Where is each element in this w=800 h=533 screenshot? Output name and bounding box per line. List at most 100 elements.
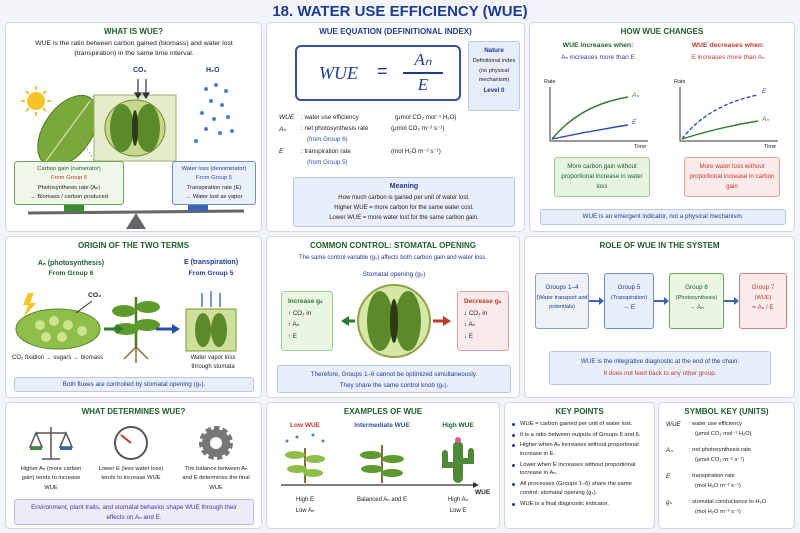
equation-den: E	[417, 75, 429, 94]
chain-arrows-part	[664, 297, 669, 305]
node-sub: (Water transport and potentials)	[536, 294, 588, 310]
meaning-heading: Meaning	[389, 183, 419, 190]
water-box: Water loss (denominator) From Group 5 Tran…	[172, 161, 256, 205]
origin-panel: ORIGIN OF THE TWO TERMS Aₙ (photosynthesi…	[5, 236, 262, 398]
mid-plant-part	[360, 451, 382, 459]
balance-part	[188, 204, 208, 211]
gauge-icon	[114, 426, 148, 460]
node-sub: (Transpiration)	[610, 294, 648, 301]
leaf-tissue-part-part	[41, 332, 51, 342]
water-vapor-part	[204, 127, 208, 131]
water-vapor-part	[204, 87, 208, 91]
left-title: Aₙ (photosynthesis)	[37, 260, 105, 267]
sun-part	[27, 92, 45, 110]
key-symbol: Aₙ	[666, 447, 673, 454]
right-caption: Water vapor loss through stomata	[190, 355, 236, 370]
decrease-item: ↓ E	[464, 332, 473, 340]
cactus-part	[455, 437, 461, 443]
footer: WUE is an emergent indicator, not a phys…	[582, 213, 744, 220]
leaf-tissue-part	[15, 308, 101, 350]
def-source: (from Group 6)	[307, 136, 348, 143]
stoma-part	[390, 299, 398, 343]
heading: SYMBOL KEY (UNITS)	[684, 407, 769, 416]
low-plant-part	[285, 433, 325, 443]
example-label: Intermediate WUE	[354, 422, 410, 429]
control-panel: COMMON CONTROL: STOMATAL OPENING The same…	[266, 236, 520, 398]
bullet	[512, 463, 515, 467]
example-desc-line: Low E	[449, 508, 467, 515]
key-point-text: All processes (Groups 1–6) share the sam…	[520, 481, 632, 496]
decrease-item: ↓ CO₂ in	[464, 309, 488, 317]
curve-label: E	[632, 119, 637, 126]
low-plant-part	[287, 465, 307, 473]
node-sub: (WUE)	[754, 294, 772, 301]
key-desc: : water use efficiency	[689, 421, 743, 427]
fraction-bar	[403, 72, 443, 74]
gear-icon	[199, 426, 233, 460]
column-sub: E increases more than Aₙ	[691, 54, 765, 61]
meaning-line: Lower WUE = more water lost for the same…	[329, 214, 479, 221]
flow-arrows-part	[172, 324, 180, 334]
example-desc-line: High E	[295, 497, 314, 503]
determinant: Higher Aₙ (more carbon gain) tends to in…	[20, 466, 82, 491]
heading: EXAMPLES OF WUE	[343, 407, 423, 416]
transpiration-stoma-part	[201, 291, 221, 307]
curves	[551, 94, 759, 140]
leaf-tissue-part	[23, 293, 36, 317]
def-unit: (μmol CO₂ mol⁻¹ H₂O)	[395, 114, 457, 121]
low-plant-part	[305, 455, 325, 463]
key-point: WUE = carbon gained per unit of water lo…	[511, 420, 648, 429]
water-line: From Group 5	[195, 175, 233, 182]
graph-y-label: Rate	[674, 79, 686, 85]
node-out: = Aₙ / E	[752, 303, 774, 311]
water-line: → Water lost as vapor	[185, 193, 243, 200]
heading: HOW WUE CHANGES	[620, 27, 704, 36]
low-plant-part-part	[321, 439, 325, 443]
curves-part	[551, 124, 629, 140]
right-title: E (transpiration)	[183, 259, 239, 266]
carbon-line: Carbon gain (numerator)	[37, 166, 101, 172]
plant-part	[113, 323, 139, 335]
determines-icons	[28, 426, 233, 460]
plant-part	[123, 346, 149, 363]
transpiration-stoma	[185, 291, 237, 352]
curves-part	[551, 96, 629, 140]
def-unit: (μmol CO₂ m⁻² s⁻¹)	[391, 125, 445, 132]
carbon-line: From Group 6	[50, 175, 88, 182]
cactus-part	[460, 448, 474, 464]
water-vapor-part	[224, 89, 228, 93]
co2-arrow-part	[75, 300, 93, 314]
cactus-part	[442, 450, 456, 468]
note: More water loss without proportional inc…	[689, 163, 775, 191]
right-group: From Group 5	[188, 270, 234, 277]
curve-label: E	[762, 88, 767, 95]
carbon-line: → Biomass / carbon produced	[30, 193, 108, 200]
role-arrows	[589, 297, 739, 305]
role-node: Group 7 (WUE) = Aₙ / E	[739, 273, 787, 329]
meaning-line: Higher WUE = more carbon for the same wa…	[334, 204, 474, 211]
plant-part	[136, 301, 160, 313]
co2-label: CO₂	[133, 67, 147, 74]
control-arrows-part	[341, 316, 349, 326]
meaning-line: How much carbon is gained per unit of wa…	[338, 194, 470, 201]
wue-axis-part	[473, 482, 479, 488]
what-is-panel: WHAT IS WUE? WUE is the ratio between car…	[5, 22, 262, 232]
bullet	[512, 483, 515, 487]
axis-label: WUE	[475, 489, 491, 496]
def-source: (from Group 5)	[307, 159, 348, 166]
sun-part-part	[42, 107, 47, 112]
role-node: Group 5 (Transpiration) → E	[604, 273, 654, 329]
example-desc-line: Balanced Aₙ and E	[356, 497, 408, 503]
curves-part	[681, 120, 759, 140]
equation-num: Aₙ	[414, 50, 432, 69]
page-title: 18. WATER USE EFFICIENCY (WUE)	[272, 3, 528, 20]
key-unit: (mol H₂O m⁻² s⁻¹)	[695, 483, 741, 489]
heading: WHAT IS WUE?	[104, 27, 163, 36]
flow-arrows-part	[116, 324, 124, 334]
heading: ROLE OF WUE IN THE SYSTEM	[599, 241, 720, 250]
balance	[27, 204, 245, 229]
curve-label: Aₙ	[762, 116, 769, 123]
balance-part	[27, 209, 245, 215]
leaf-tissue	[15, 293, 101, 350]
nature-line: Level 0	[483, 87, 505, 95]
